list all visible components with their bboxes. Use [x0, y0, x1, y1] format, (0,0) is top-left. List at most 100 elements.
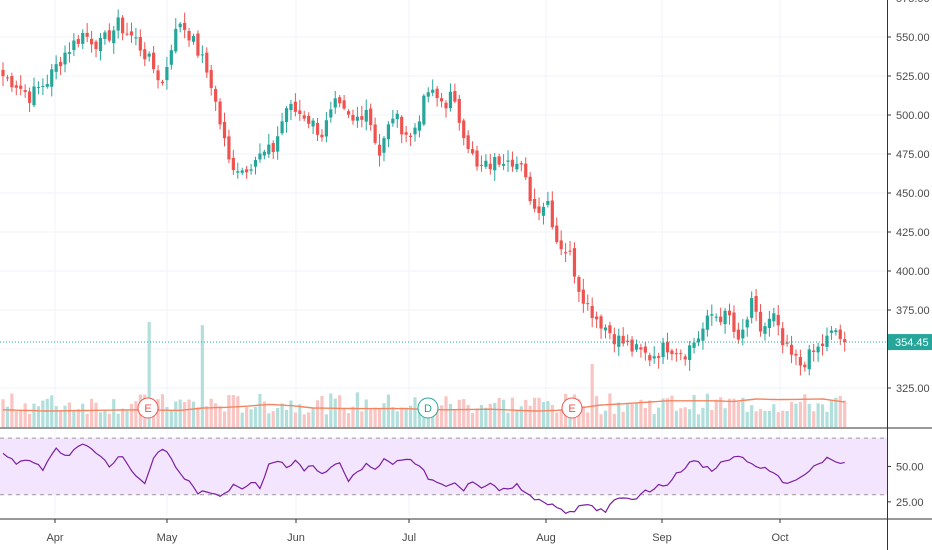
candle-body [807, 349, 811, 370]
candle-body [63, 52, 67, 65]
candle-body [661, 342, 665, 358]
candle [413, 123, 417, 142]
volume-bar [147, 322, 151, 427]
volume-bar [408, 405, 413, 427]
candle-body [103, 32, 107, 39]
candle [426, 87, 430, 103]
volume-bar [5, 406, 10, 427]
volume-bar [94, 402, 98, 427]
candle-body [404, 132, 408, 135]
volume-bar [448, 403, 453, 427]
candle-body [577, 277, 581, 292]
candle [218, 98, 222, 130]
volume-bar [307, 412, 311, 427]
candle [479, 155, 484, 172]
volume-bar [41, 400, 45, 427]
candle-body [674, 353, 678, 355]
volume-bar [276, 407, 280, 427]
volume-bar [763, 410, 767, 427]
volume-bar [45, 398, 49, 427]
volume-bar [174, 401, 178, 427]
price-tick-label: 400.00 [896, 266, 930, 278]
candle [510, 151, 515, 172]
volume-bar [103, 409, 107, 427]
candle-body [10, 76, 14, 88]
candle [630, 335, 634, 357]
candle-body [462, 120, 466, 139]
candle-body [373, 124, 377, 143]
candle-body [710, 314, 714, 316]
candle [501, 154, 506, 171]
candle-body [688, 345, 692, 361]
candle-body [572, 248, 577, 277]
candle [608, 321, 612, 340]
candle-body [581, 289, 585, 304]
time-tick-label: Aug [536, 532, 556, 544]
volume-bar [311, 407, 315, 427]
volume-bar [479, 404, 484, 427]
candle [333, 90, 337, 114]
candle-body [45, 84, 49, 87]
candle [431, 79, 435, 97]
volume-bar [493, 402, 497, 427]
candle [643, 341, 647, 361]
candle-body [125, 33, 129, 35]
candle-body [50, 69, 54, 87]
candle [76, 34, 80, 48]
volume-bar [665, 398, 670, 427]
candle-body [121, 17, 125, 34]
volume-bar [767, 410, 771, 427]
candle-body [506, 160, 510, 162]
event-label: E [144, 403, 151, 415]
candle-body [222, 121, 227, 139]
price-tick-label: 475.00 [896, 149, 930, 161]
volume-bar [431, 409, 435, 427]
candle-body [723, 310, 727, 325]
candle [528, 172, 532, 205]
candle [803, 361, 807, 372]
candle-body [714, 316, 718, 318]
volume-bar [23, 403, 27, 427]
volume-bar [652, 414, 656, 427]
candle [758, 304, 763, 337]
dividend-marker: D [417, 397, 439, 419]
candle [679, 349, 683, 361]
price-axis: 575.00 550.00 525.00 500.00 475.00 450.00 425.… [887, 0, 930, 395]
candle-body [129, 31, 134, 36]
candle-body [595, 316, 599, 320]
volume-bar [298, 404, 302, 427]
candle [692, 337, 696, 354]
volume-bar [772, 404, 776, 427]
volume-bar [85, 413, 89, 427]
candle [648, 352, 652, 367]
volume-bar [453, 409, 457, 427]
candle [311, 118, 315, 135]
candle-body [701, 328, 705, 341]
candle-body [205, 52, 209, 73]
candle [90, 30, 94, 53]
candle [112, 25, 116, 54]
candle-body [271, 143, 275, 153]
candle [816, 342, 820, 362]
candle-body [382, 138, 386, 153]
volume-bar [227, 395, 231, 427]
candle [369, 103, 373, 131]
volume-bar [519, 406, 523, 427]
candle [187, 28, 191, 47]
candle [701, 322, 705, 350]
candle [156, 65, 160, 89]
candle-body [603, 327, 608, 331]
volume-bar [280, 403, 284, 427]
volume-bar [391, 406, 395, 427]
candle [533, 188, 537, 213]
candle [537, 197, 541, 221]
candle [586, 294, 590, 311]
candle-body [23, 90, 27, 93]
candle [453, 83, 457, 104]
candle [41, 78, 45, 95]
volume-bar [231, 394, 235, 427]
candle [652, 346, 656, 364]
candle [626, 334, 630, 346]
volume-bar [67, 402, 72, 427]
